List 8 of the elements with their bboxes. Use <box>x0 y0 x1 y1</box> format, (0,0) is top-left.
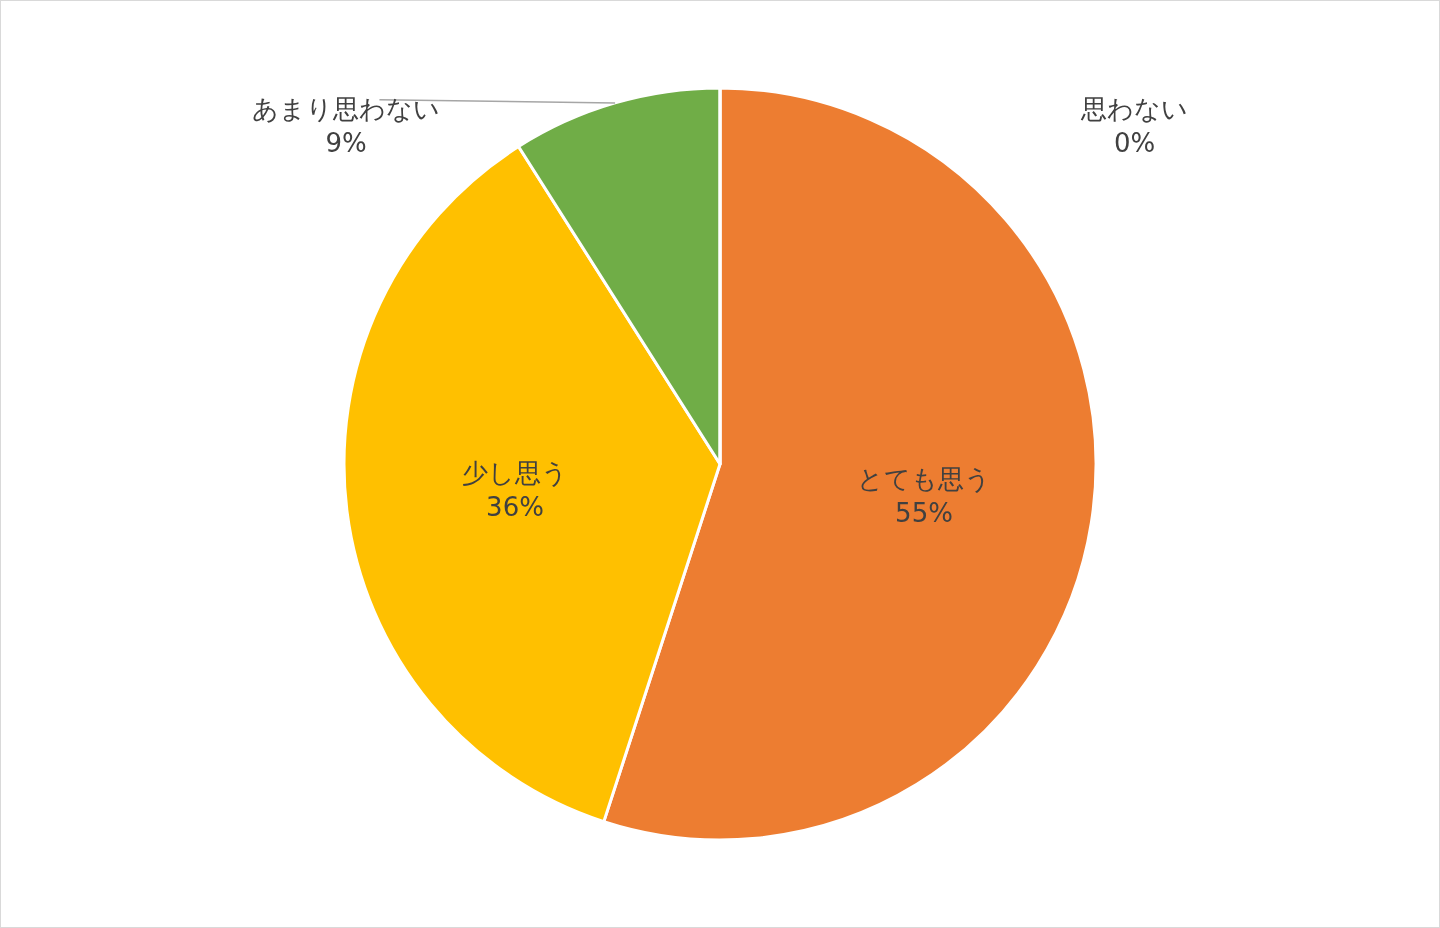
data-label: 9% <box>325 127 367 158</box>
text: 0% <box>1113 127 1156 158</box>
data-label: 36% <box>486 491 544 522</box>
slice-label: とても思う <box>857 464 991 494</box>
slice-label: 少し思う <box>462 458 568 488</box>
slice-label: あまり思わない <box>252 94 440 124</box>
data-label: 55% <box>895 497 953 528</box>
category-label: 思わない <box>1081 94 1188 124</box>
